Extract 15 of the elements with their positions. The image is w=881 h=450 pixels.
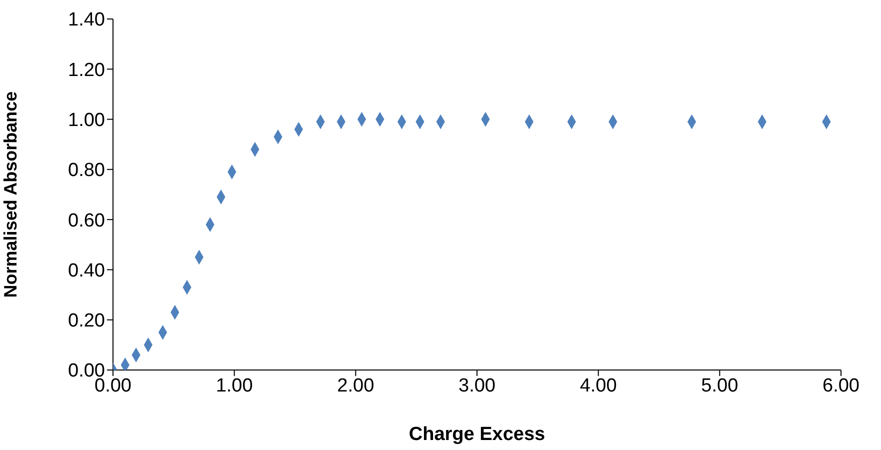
y-tick-label: 1.00 (68, 110, 105, 132)
x-tick-label: 1.00 (216, 375, 253, 396)
x-tick-label: 5.00 (701, 375, 738, 396)
y-axis-title: Normalised Absorbance (0, 91, 20, 298)
y-tick-label: 0.20 (68, 310, 105, 332)
y-tick-label: 1.40 (68, 10, 105, 31)
x-tick-label: 4.00 (580, 375, 617, 396)
y-tick-label: 0.60 (68, 210, 105, 232)
x-tick-label: 2.00 (337, 375, 374, 396)
y-tick-label: 0.80 (68, 160, 105, 182)
y-tick-label: 1.20 (68, 60, 105, 81)
x-tick-label: 6.00 (822, 375, 860, 396)
y-tick-label: 0.40 (68, 260, 105, 282)
x-tick-label: 3.00 (458, 375, 496, 396)
x-axis-title: Charge Excess (408, 424, 546, 445)
